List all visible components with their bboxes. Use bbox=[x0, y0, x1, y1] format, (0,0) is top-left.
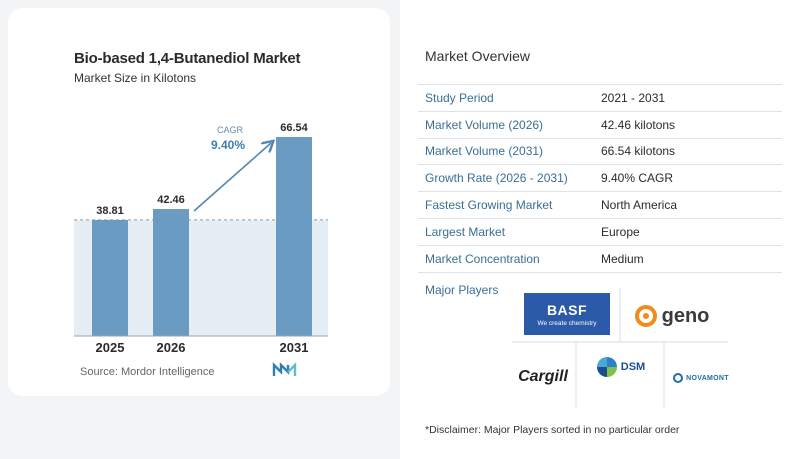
row-key: Growth Rate (2026 - 2031) bbox=[418, 164, 594, 193]
table-row: Market Concentration Medium bbox=[418, 245, 782, 273]
data-label: 38.81 bbox=[96, 205, 124, 217]
cargill-logo: Cargill bbox=[518, 368, 568, 385]
bar bbox=[153, 209, 189, 336]
geno-swirl-icon bbox=[634, 305, 657, 327]
row-value: 66.54 kilotons bbox=[594, 138, 782, 166]
row-value: 2021 - 2031 bbox=[594, 84, 782, 112]
bar bbox=[92, 219, 128, 336]
table-row: Growth Rate (2026 - 2031) 9.40% CAGR bbox=[418, 164, 782, 193]
geno-logo-text: geno bbox=[661, 304, 710, 327]
basf-logo: BASF We create chemistry bbox=[524, 293, 610, 335]
row-value: 42.46 kilotons bbox=[594, 111, 782, 139]
x-tick-label: 2025 bbox=[96, 340, 125, 355]
x-tick-label: 2026 bbox=[157, 340, 186, 355]
chart-title: Bio-based 1,4-Butanediol Market bbox=[74, 50, 301, 67]
row-value: North America bbox=[594, 191, 782, 219]
basf-logo-text: BASF bbox=[546, 301, 588, 318]
novamont-emblem-icon bbox=[673, 373, 684, 383]
x-tick-label: 2031 bbox=[280, 340, 309, 355]
table-row: Market Volume (2026) 42.46 kilotons bbox=[418, 111, 782, 139]
row-key: Study Period bbox=[418, 84, 594, 112]
major-players-label: Major Players bbox=[425, 283, 499, 297]
bar bbox=[276, 137, 312, 336]
row-value: 9.40% CAGR bbox=[594, 164, 782, 193]
data-label: 42.46 bbox=[157, 194, 185, 206]
novamont-logo-text: NOVAMONT bbox=[686, 374, 729, 382]
row-value: Europe bbox=[594, 218, 782, 246]
table-row: Largest Market Europe bbox=[418, 218, 782, 246]
row-key: Market Concentration bbox=[418, 245, 594, 273]
basf-logo-tagline: We create chemistry bbox=[537, 319, 597, 327]
row-key: Largest Market bbox=[418, 218, 594, 246]
overview-title: Market Overview bbox=[425, 48, 531, 64]
source-note: Source: Mordor Intelligence bbox=[80, 366, 215, 378]
row-key: Fastest Growing Market bbox=[418, 191, 594, 219]
data-label: 66.54 bbox=[280, 122, 308, 134]
mordor-logo-icon bbox=[272, 362, 297, 376]
dsm-logo: DSM bbox=[582, 350, 660, 384]
dsm-emblem-icon bbox=[596, 357, 617, 377]
table-row: Study Period 2021 - 2031 bbox=[418, 84, 782, 112]
dsm-logo-text: DSM bbox=[620, 361, 646, 373]
row-key: Market Volume (2026) bbox=[418, 111, 594, 139]
overview-table: Study Period 2021 - 2031 Market Volume (2… bbox=[418, 84, 782, 273]
geno-logo: geno bbox=[630, 300, 714, 332]
cagr-value: 9.40% bbox=[211, 138, 245, 152]
novamont-logo: NOVAMONT bbox=[668, 366, 734, 390]
table-row: Market Volume (2031) 66.54 kilotons bbox=[418, 138, 782, 166]
cagr-label: CAGR bbox=[217, 125, 244, 135]
bar-chart: 38.81 2025 42.46 2026 66.54 2031 CAGR 9.40% bbox=[74, 122, 328, 355]
table-row: Fastest Growing Market North America bbox=[418, 191, 782, 219]
row-key: Market Volume (2031) bbox=[418, 138, 594, 166]
cagr-arrow bbox=[193, 143, 271, 212]
disclaimer-note: *Disclaimer: Major Players sorted in no … bbox=[425, 424, 680, 436]
chart-subtitle: Market Size in Kilotons bbox=[74, 71, 197, 85]
row-value: Medium bbox=[594, 245, 782, 273]
